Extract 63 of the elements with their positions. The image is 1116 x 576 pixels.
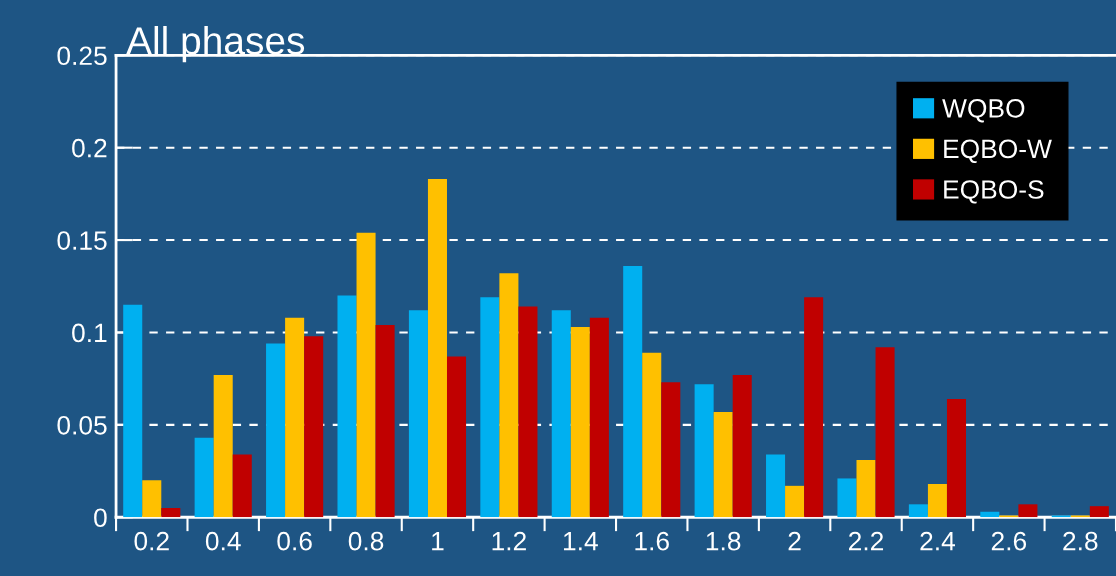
bar	[856, 459, 876, 518]
bar	[642, 352, 662, 518]
x-tick-label: 0.2	[134, 531, 169, 551]
bar	[427, 179, 447, 518]
bar	[804, 297, 824, 518]
bar	[304, 336, 324, 518]
x-tick-label: 0.4	[205, 531, 241, 551]
y-tick-label: 0	[94, 508, 107, 528]
x-tick-label: 1.4	[563, 532, 598, 551]
bar	[161, 508, 181, 518]
x-tick-label: 2.2	[849, 531, 884, 551]
bar	[980, 511, 1000, 518]
bar	[661, 382, 681, 518]
bar	[570, 326, 590, 518]
bar	[551, 310, 571, 518]
bar	[837, 478, 857, 518]
legend-label: EQBO-S	[944, 180, 1044, 204]
y-tick-label: 0.25	[57, 46, 107, 66]
bar	[1018, 504, 1038, 518]
bar	[766, 454, 786, 518]
y-tick-label: 0.05	[57, 415, 107, 435]
bar	[623, 265, 643, 518]
bar	[694, 384, 714, 518]
bar	[480, 297, 500, 518]
y-tick-label: 0.1	[72, 323, 107, 343]
legend-label: EQBO-W	[944, 139, 1052, 163]
chart-title: All phases	[126, 25, 305, 63]
legend-label: WQBO	[942, 99, 1025, 123]
x-tick-label: 0.8	[348, 531, 384, 551]
bar	[213, 374, 233, 518]
x-tick-label: 1.8	[706, 531, 741, 551]
y-tick-label: 0.15	[57, 231, 107, 250]
x-tick-label: 1	[432, 532, 444, 551]
bar	[908, 504, 928, 518]
x-tick-label: 2.8	[1063, 531, 1098, 551]
x-tick-label: 2	[788, 531, 801, 551]
bar	[927, 483, 947, 518]
bar	[232, 454, 252, 518]
x-tick-label: 1.6	[635, 531, 669, 551]
bar	[123, 304, 143, 518]
bar	[375, 325, 395, 518]
bar	[589, 317, 609, 518]
x-tick-label: 2.4	[920, 531, 956, 551]
bar	[194, 437, 214, 518]
bar	[732, 374, 752, 518]
bar	[337, 295, 357, 518]
bar	[266, 343, 286, 518]
bar	[499, 273, 519, 518]
bar	[713, 411, 733, 518]
bar	[875, 347, 895, 518]
bar	[356, 232, 376, 518]
bar	[285, 317, 305, 518]
bar	[946, 398, 967, 518]
x-tick-label: 0.6	[277, 531, 312, 551]
bar	[785, 485, 805, 518]
bar	[408, 310, 428, 518]
bar	[1089, 506, 1109, 518]
x-tick-label: 1.2	[492, 531, 526, 551]
bar	[142, 480, 162, 518]
x-tick-label: 2.6	[991, 531, 1027, 551]
bar	[518, 306, 538, 518]
y-tick-label: 0.2	[72, 138, 107, 158]
bar	[447, 356, 467, 518]
